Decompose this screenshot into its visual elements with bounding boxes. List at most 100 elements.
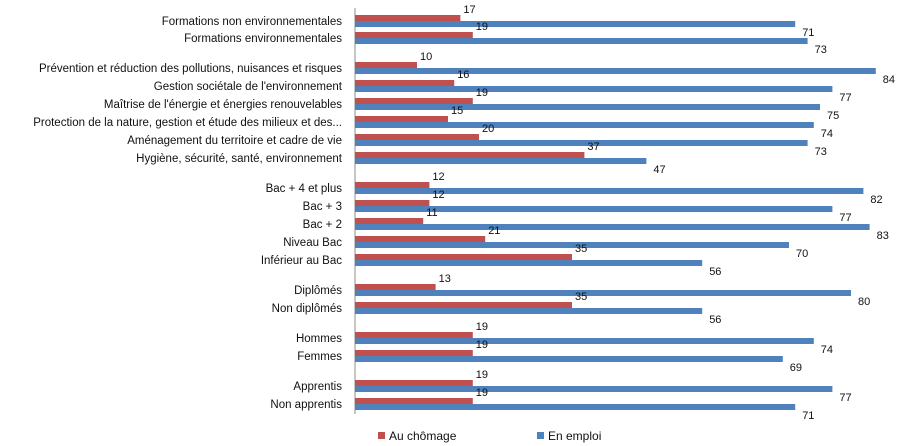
category-label-gestion-societale-de-l-environnement: Gestion sociétale de l'environnement [154,81,343,93]
bar-en-emploi-gestion-societale-de-l-environnement [355,86,833,92]
category-label-non-diplomes: Non diplômés [272,303,343,315]
legend-label-en-emploi: En emploi [548,429,601,443]
value-label-en-emploi-formations-environnementales: 73 [815,44,827,56]
category-label-bac-3: Bac + 3 [303,201,342,213]
bar-au-chomage-gestion-societale-de-l-environnement [355,80,455,86]
bar-au-chomage-bac-3 [355,200,430,206]
value-label-au-chomage-hygiene-securite-sante-environnement: 37 [587,141,599,153]
category-label-femmes: Femmes [297,351,342,363]
value-label-en-emploi-maitrise-de-l-energie-et-energies-renouvelables: 75 [827,110,839,122]
bar-en-emploi-inferieur-au-bac [355,260,703,266]
value-label-en-emploi-inferieur-au-bac: 56 [709,266,721,278]
bar-au-chomage-femmes [355,350,473,356]
bar-au-chomage-bac-4-et-plus [355,182,430,188]
value-label-en-emploi-non-apprentis: 71 [802,410,814,422]
value-label-en-emploi-protection-de-la-nature-gestion-et-etude-des-milieux-et-des: 74 [821,128,833,140]
value-label-au-chomage-diplomes: 13 [439,273,451,285]
category-label-hommes: Hommes [296,333,342,345]
value-label-en-emploi-diplomes: 80 [858,296,870,308]
value-label-au-chomage-inferieur-au-bac: 35 [575,243,587,255]
value-label-en-emploi-amenagement-du-territoire-et-cadre-de-vie: 73 [815,146,827,158]
value-label-au-chomage-formations-non-environnementales: 17 [463,4,475,16]
value-label-au-chomage-bac-4-et-plus: 12 [432,171,444,183]
bar-en-emploi-apprentis [355,386,833,392]
value-label-en-emploi-hygiene-securite-sante-environnement: 47 [653,164,665,176]
value-label-au-chomage-bac-2: 11 [426,207,437,219]
bar-au-chomage-formations-environnementales [355,32,473,38]
bar-en-emploi-diplomes [355,290,851,296]
value-label-au-chomage-protection-de-la-nature-gestion-et-etude-des-milieux-et-des: 15 [451,105,463,117]
bar-en-emploi-prevention-et-reduction-des-pollutions-nuisances-et-risques [355,68,876,74]
category-label-hygiene-securite-sante-environnement: Hygiène, sécurité, santé, environnement [136,153,343,165]
legend: Au chômage En emploi [378,429,601,443]
bar-au-chomage-formations-non-environnementales [355,15,461,21]
bar-en-emploi-hommes [355,338,814,344]
bar-en-emploi-bac-2 [355,224,870,230]
value-label-en-emploi-femmes: 69 [790,362,802,374]
bar-au-chomage-hommes [355,332,473,338]
category-label-maitrise-de-l-energie-et-energies-renouvelables: Maîtrise de l'énergie et énergies renouv… [104,99,342,111]
category-label-bac-4-et-plus: Bac + 4 et plus [266,183,343,195]
bar-en-emploi-non-diplomes [355,308,703,314]
category-label-apprentis: Apprentis [293,381,342,393]
bar-en-emploi-bac-4-et-plus [355,188,864,194]
bar-au-chomage-protection-de-la-nature-gestion-et-etude-des-milieux-et-des [355,116,448,122]
labels: Formations non environnementales 17 71 Form… [33,4,895,422]
category-label-amenagement-du-territoire-et-cadre-de-vie: Aménagement du territoire et cadre de vi… [127,135,342,147]
bar-au-chomage-non-diplomes [355,302,572,308]
bar-au-chomage-maitrise-de-l-energie-et-energies-renouvelables [355,98,473,104]
category-label-non-apprentis: Non apprentis [270,399,342,411]
value-label-au-chomage-gestion-societale-de-l-environnement: 16 [457,69,469,81]
category-label-niveau-bac: Niveau Bac [283,237,342,249]
value-label-au-chomage-non-apprentis: 19 [476,387,488,399]
bar-au-chomage-non-apprentis [355,398,473,404]
bars [355,15,876,410]
value-label-au-chomage-apprentis: 19 [476,369,488,381]
category-label-formations-environnementales: Formations environnementales [184,33,342,45]
category-label-protection-de-la-nature-gestion-et-etude-des-milieux-et-des: Protection de la nature, gestion et étud… [33,117,342,129]
bar-au-chomage-diplomes [355,284,436,290]
bar-en-emploi-hygiene-securite-sante-environnement [355,158,647,164]
value-label-au-chomage-bac-3: 12 [432,189,444,201]
value-label-en-emploi-formations-non-environnementales: 71 [802,27,814,39]
category-label-prevention-et-reduction-des-pollutions-nuisances-et-risques: Prévention et réduction des pollutions, … [39,63,342,75]
value-label-en-emploi-niveau-bac: 70 [796,248,808,260]
bar-au-chomage-bac-2 [355,218,424,224]
bar-en-emploi-formations-environnementales [355,38,808,44]
bar-au-chomage-prevention-et-reduction-des-pollutions-nuisances-et-risques [355,62,417,68]
bar-en-emploi-non-apprentis [355,404,796,410]
bar-en-emploi-maitrise-de-l-energie-et-energies-renouvelables [355,104,820,110]
bar-en-emploi-protection-de-la-nature-gestion-et-etude-des-milieux-et-des [355,122,814,128]
value-label-au-chomage-maitrise-de-l-energie-et-energies-renouvelables: 19 [476,87,488,99]
legend-swatch-au-chomage [378,432,385,439]
legend-swatch-en-emploi [537,432,544,439]
category-label-formations-non-environnementales: Formations non environnementales [162,16,343,28]
bar-au-chomage-inferieur-au-bac [355,254,572,260]
value-label-au-chomage-hommes: 19 [476,321,488,333]
value-label-en-emploi-bac-4-et-plus: 82 [870,194,882,206]
bar-au-chomage-hygiene-securite-sante-environnement [355,152,585,158]
bar-en-emploi-amenagement-du-territoire-et-cadre-de-vie [355,140,808,146]
value-label-en-emploi-gestion-societale-de-l-environnement: 77 [839,92,851,104]
value-label-au-chomage-niveau-bac: 21 [488,225,500,237]
value-label-au-chomage-amenagement-du-territoire-et-cadre-de-vie: 20 [482,123,494,135]
value-label-en-emploi-hommes: 74 [821,344,833,356]
value-label-en-emploi-apprentis: 77 [839,392,851,404]
value-label-en-emploi-bac-2: 83 [877,230,889,242]
bar-au-chomage-amenagement-du-territoire-et-cadre-de-vie [355,134,479,140]
bar-en-emploi-formations-non-environnementales [355,21,796,27]
bar-au-chomage-niveau-bac [355,236,486,242]
bar-en-emploi-femmes [355,356,783,362]
bar-en-emploi-bac-3 [355,206,833,212]
category-label-bac-2: Bac + 2 [303,219,342,231]
value-label-en-emploi-prevention-et-reduction-des-pollutions-nuisances-et-risques: 84 [883,74,895,86]
category-label-diplomes: Diplômés [294,285,342,297]
bar-en-emploi-niveau-bac [355,242,789,248]
category-label-inferieur-au-bac: Inférieur au Bac [261,255,342,267]
legend-label-au-chomage: Au chômage [389,429,457,443]
value-label-au-chomage-prevention-et-reduction-des-pollutions-nuisances-et-risques: 10 [420,51,432,63]
value-label-en-emploi-bac-3: 77 [839,212,851,224]
value-label-au-chomage-non-diplomes: 35 [575,291,587,303]
bar-au-chomage-apprentis [355,380,473,386]
